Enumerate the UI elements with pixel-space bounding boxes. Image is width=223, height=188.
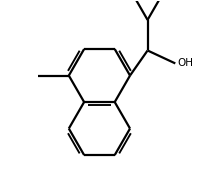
- Text: OH: OH: [177, 58, 193, 68]
